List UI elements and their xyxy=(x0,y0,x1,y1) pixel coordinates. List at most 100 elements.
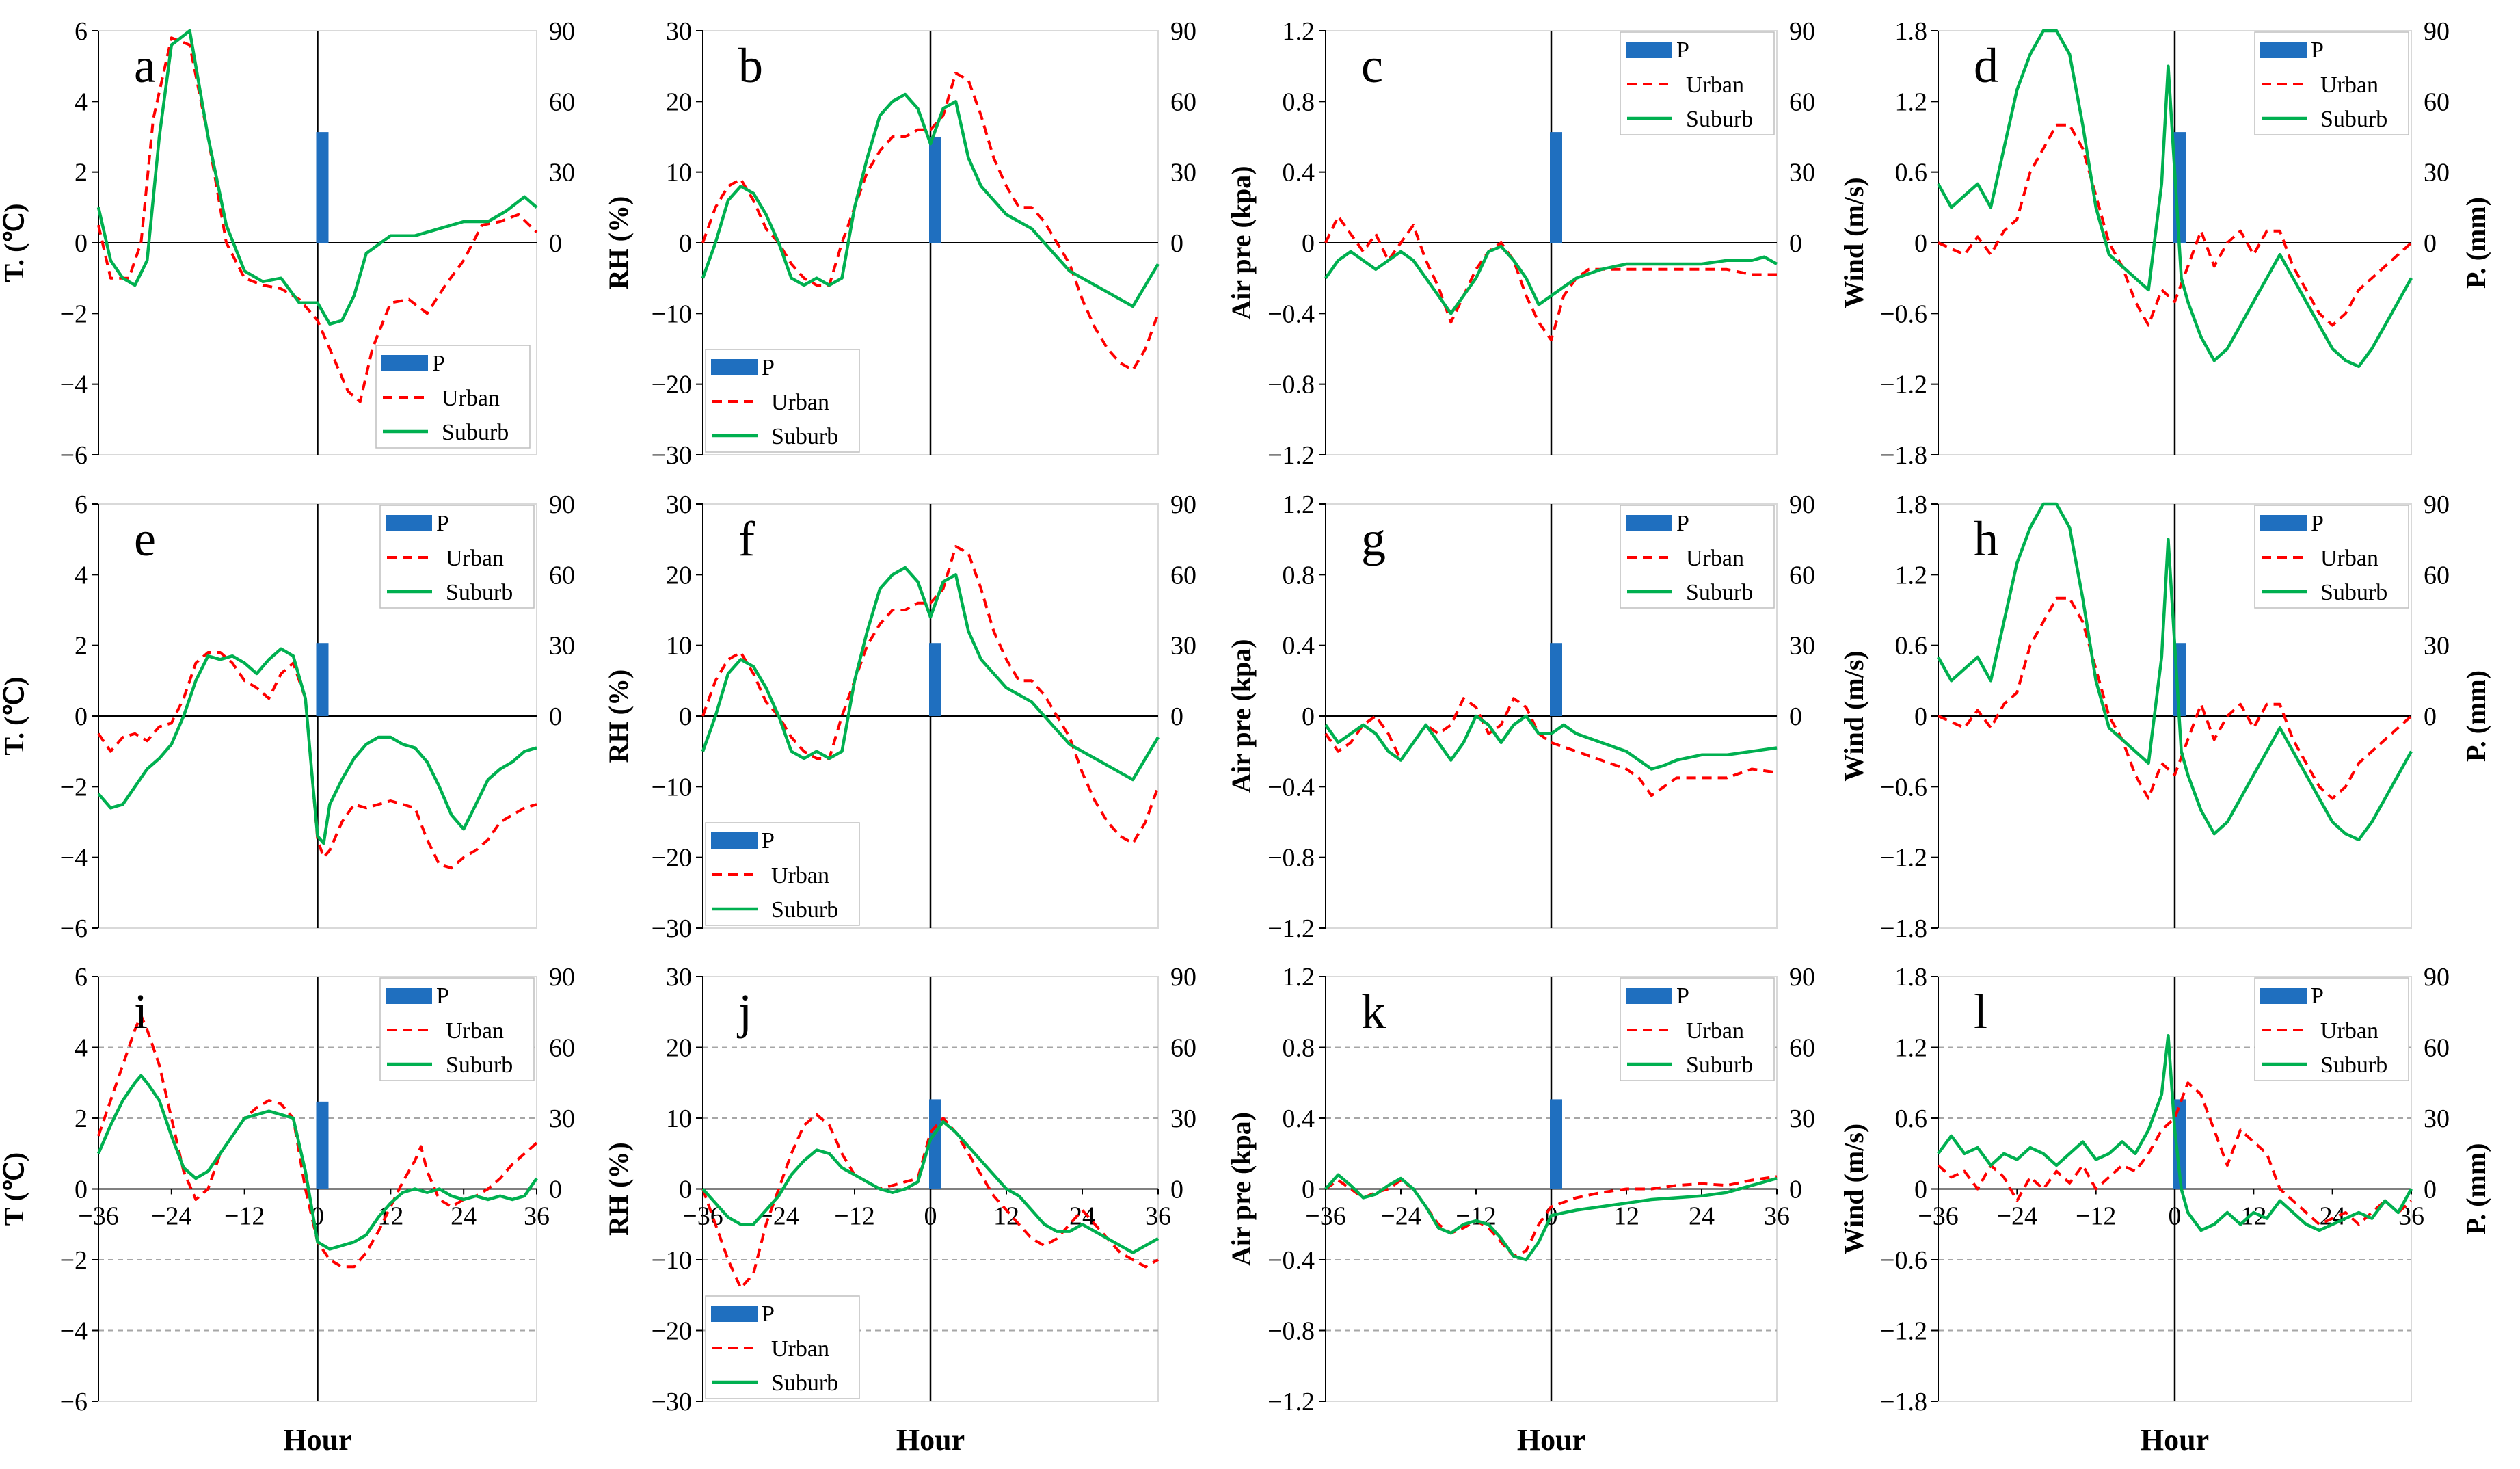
y-tick-label: 0 xyxy=(1302,1176,1315,1204)
legend-swatch-p xyxy=(711,1306,758,1322)
y-tick-label: −0.6 xyxy=(1880,300,1927,328)
y2-tick-label: 30 xyxy=(2424,1104,2450,1133)
x-tick-label: 24 xyxy=(2320,1202,2346,1231)
y-tick-label: 4 xyxy=(75,88,88,116)
y2-tick-label: 60 xyxy=(1789,561,1815,590)
panel-a: 6 4 2 0 −2 −4 −6 90 60 30 0 a T. (℃) P Urban Suburb xyxy=(0,17,575,470)
x-axis-label: Hour xyxy=(2141,1423,2209,1457)
legend-label-p: P xyxy=(2311,511,2324,536)
y-tick-label: −10 xyxy=(652,1246,692,1275)
y-tick-label: 6 xyxy=(75,17,88,46)
y2-tick-label: 0 xyxy=(2424,1176,2437,1204)
y-axis-label: Wind (m/s) xyxy=(1838,1124,1869,1255)
y-tick-label: 0.8 xyxy=(1283,1034,1315,1063)
y2-tick-label: 60 xyxy=(2424,88,2450,116)
legend-swatch-p xyxy=(711,832,758,849)
panel-letter: c xyxy=(1361,38,1383,93)
y-tick-label: −0.8 xyxy=(1268,371,1315,399)
x-tick-label: 12 xyxy=(377,1202,403,1231)
y-tick-label: 0 xyxy=(1302,229,1315,258)
y-tick-label: 1.8 xyxy=(1895,490,1928,519)
legend-label-urban: Urban xyxy=(1686,72,1744,98)
y-tick-label: 1.2 xyxy=(1283,963,1315,992)
suburb-series-line xyxy=(701,92,1160,308)
y2-tick-label: 0 xyxy=(2424,702,2437,731)
panel-letter: g xyxy=(1361,512,1386,566)
y2-tick-label: 0 xyxy=(549,702,562,731)
y-tick-label: −1.2 xyxy=(1880,1317,1927,1346)
legend-label-suburb: Suburb xyxy=(1686,580,1753,605)
y-axis-label: Air pre (kpa) xyxy=(1226,1112,1257,1266)
urban-series-line xyxy=(97,36,538,403)
legend-label-suburb: Suburb xyxy=(771,1371,838,1396)
legend-swatch-p xyxy=(2260,42,2307,58)
y-tick-label: −4 xyxy=(60,371,88,399)
y2-tick-label: 0 xyxy=(549,229,562,258)
precip-bar xyxy=(1550,1099,1562,1189)
urban-series-line xyxy=(701,545,1160,845)
y2-tick-label: 30 xyxy=(1170,159,1196,187)
y-tick-label: 2 xyxy=(75,1104,88,1133)
panel-letter: j xyxy=(736,984,752,1039)
y-tick-label: −1.2 xyxy=(1268,1388,1315,1416)
y2-tick-label: 30 xyxy=(1170,1104,1196,1133)
panel-d: 1.8 1.2 0.6 0 −0.6 −1.2 −1.8 90 60 30 0 d Wind (m/s)… xyxy=(1838,17,2491,470)
y2-tick-label: 0 xyxy=(1789,229,1802,258)
legend: P Urban Suburb xyxy=(1620,31,1775,135)
y-tick-label: −4 xyxy=(60,844,88,873)
x-tick-label: 24 xyxy=(1689,1202,1715,1231)
y-tick-label: −20 xyxy=(652,371,692,399)
y-tick-label: −20 xyxy=(652,1317,692,1346)
panel-letter: k xyxy=(1361,984,1386,1039)
legend-label-p: P xyxy=(432,351,445,376)
y-tick-label: −30 xyxy=(652,441,692,470)
y-tick-label: 1.2 xyxy=(1895,1034,1928,1063)
y-axis-label: Wind (m/s) xyxy=(1838,650,1869,782)
y-tick-label: 0 xyxy=(75,229,88,258)
x-tick-label: −24 xyxy=(151,1202,191,1231)
y2-tick-label: 60 xyxy=(549,88,575,116)
y2-tick-label: 30 xyxy=(2424,632,2450,661)
panel-letter: h xyxy=(1974,512,1998,566)
legend: P Urban Suburb xyxy=(1620,505,1775,609)
suburb-series-line xyxy=(1937,1034,2413,1232)
y2-tick-label: 30 xyxy=(549,632,575,661)
y-tick-label: 4 xyxy=(75,561,88,590)
precip-bar xyxy=(316,132,329,243)
panel-letter: e xyxy=(134,512,156,566)
legend-label-suburb: Suburb xyxy=(771,424,838,449)
y-tick-label: −0.4 xyxy=(1268,773,1315,802)
legend-swatch-p xyxy=(381,355,428,371)
legend-swatch-p xyxy=(1626,42,1672,58)
y-tick-label: −2 xyxy=(60,300,88,328)
y2-tick-label: 90 xyxy=(1170,490,1196,519)
panel-letter: b xyxy=(738,38,763,93)
precip-bar xyxy=(316,1101,329,1189)
x-tick-label: 36 xyxy=(524,1202,550,1231)
suburb-series-line xyxy=(1937,29,2413,369)
y-axis-label: RH (%) xyxy=(603,670,634,763)
y-tick-label: 0.4 xyxy=(1283,1104,1315,1133)
suburb-series-line xyxy=(1324,244,1778,315)
y-tick-label: 0 xyxy=(679,1176,692,1204)
legend-label-p: P xyxy=(1676,983,1689,1009)
precip-bar xyxy=(1550,132,1562,243)
y-tick-label: 0.6 xyxy=(1895,632,1928,661)
y2-tick-label: 0 xyxy=(1170,702,1183,731)
y-tick-label: 30 xyxy=(666,963,692,992)
y-tick-label: 10 xyxy=(666,1104,692,1133)
legend-label-p: P xyxy=(436,511,449,536)
precip-bar xyxy=(1550,643,1562,716)
y2-tick-label: 60 xyxy=(2424,1034,2450,1063)
x-tick-label: 24 xyxy=(451,1202,477,1231)
suburb-series-line xyxy=(701,566,1160,782)
y-tick-label: −1.2 xyxy=(1268,441,1315,470)
y-tick-label: −1.2 xyxy=(1880,844,1927,873)
legend-label-suburb: Suburb xyxy=(2320,580,2387,605)
urban-series-line xyxy=(97,651,537,870)
panel-letter: f xyxy=(738,512,755,566)
y2-tick-label: 0 xyxy=(2424,229,2437,258)
legend: P Urban Suburb xyxy=(379,977,535,1081)
panel-e: 6 4 2 0 −2 −4 −6 90 60 30 0 e T. (℃) P Urban Suburb xyxy=(0,490,575,943)
